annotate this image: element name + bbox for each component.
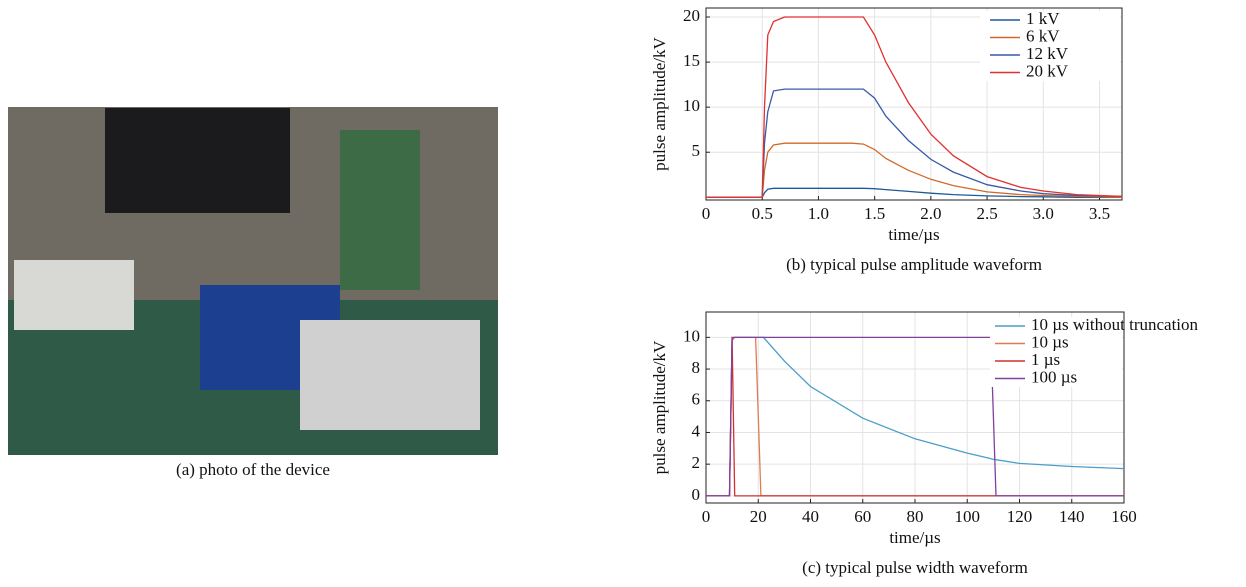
x-tick-label: 60 xyxy=(854,507,871,526)
plot-frame xyxy=(705,7,1123,201)
x-tick-label: 2.0 xyxy=(920,204,941,223)
legend-label: 1 µs xyxy=(1031,350,1060,369)
y-axis-title: pulse amplitude/kV xyxy=(650,340,669,474)
series-line xyxy=(706,187,1122,198)
x-tick-label: 0 xyxy=(702,507,711,526)
x-tick-label: 40 xyxy=(802,507,819,526)
x-tick-label: 1.0 xyxy=(808,204,829,223)
legend-label: 1 kV xyxy=(1026,9,1060,28)
plot-lines xyxy=(706,336,1124,497)
photo-caption: (a) photo of the device xyxy=(176,460,330,479)
legend-label: 10 µs without truncation xyxy=(1031,315,1199,334)
legend-background xyxy=(990,317,1122,387)
y-tick-label: 8 xyxy=(692,358,701,377)
y-tick-label: 10 xyxy=(683,326,700,345)
legend-background xyxy=(980,11,1120,81)
x-tick-label: 3.0 xyxy=(1033,204,1054,223)
y-tick-label: 5 xyxy=(692,141,701,160)
photo xyxy=(8,107,498,455)
x-tick-label: 140 xyxy=(1059,507,1085,526)
legend-label: 100 µs xyxy=(1031,367,1077,386)
legend-label: 12 kV xyxy=(1026,44,1069,63)
x-tick-label: 0 xyxy=(702,204,711,223)
legend-label: 10 µs xyxy=(1031,332,1069,351)
y-tick-label: 4 xyxy=(692,421,701,440)
x-tick-label: 20 xyxy=(750,507,767,526)
legend-label: 20 kV xyxy=(1026,61,1069,80)
x-tick-label: 0.5 xyxy=(752,204,773,223)
series-line xyxy=(706,142,1122,198)
chart-caption: (b) typical pulse amplitude waveform xyxy=(786,255,1042,274)
plot-frame xyxy=(705,311,1125,504)
x-tick-label: 1.5 xyxy=(864,204,885,223)
x-tick-label: 2.5 xyxy=(976,204,997,223)
photo-cylinder xyxy=(300,320,480,430)
chart-caption: (c) typical pulse width waveform xyxy=(802,558,1028,577)
series-line xyxy=(706,16,1122,198)
photo-oscilloscope xyxy=(105,108,290,213)
y-tick-label: 10 xyxy=(683,96,700,115)
y-tick-label: 2 xyxy=(692,453,701,472)
series-line xyxy=(706,336,1124,497)
photo-supply xyxy=(14,260,134,330)
y-tick-label: 6 xyxy=(692,390,701,409)
x-tick-label: 3.5 xyxy=(1089,204,1110,223)
y-tick-label: 0 xyxy=(692,485,701,504)
x-axis-title: time/µs xyxy=(889,528,940,547)
y-tick-label: 20 xyxy=(683,6,700,25)
x-axis-title: time/µs xyxy=(888,225,939,244)
x-tick-label: 80 xyxy=(907,507,924,526)
photo-stack xyxy=(340,130,420,290)
y-tick-label: 15 xyxy=(683,51,700,70)
legend-label: 6 kV xyxy=(1026,26,1060,45)
series-line xyxy=(706,88,1122,198)
x-tick-label: 100 xyxy=(955,507,981,526)
x-tick-label: 120 xyxy=(1007,507,1033,526)
x-tick-label: 160 xyxy=(1111,507,1137,526)
y-axis-title: pulse amplitude/kV xyxy=(650,36,669,170)
plot-lines xyxy=(706,16,1122,198)
